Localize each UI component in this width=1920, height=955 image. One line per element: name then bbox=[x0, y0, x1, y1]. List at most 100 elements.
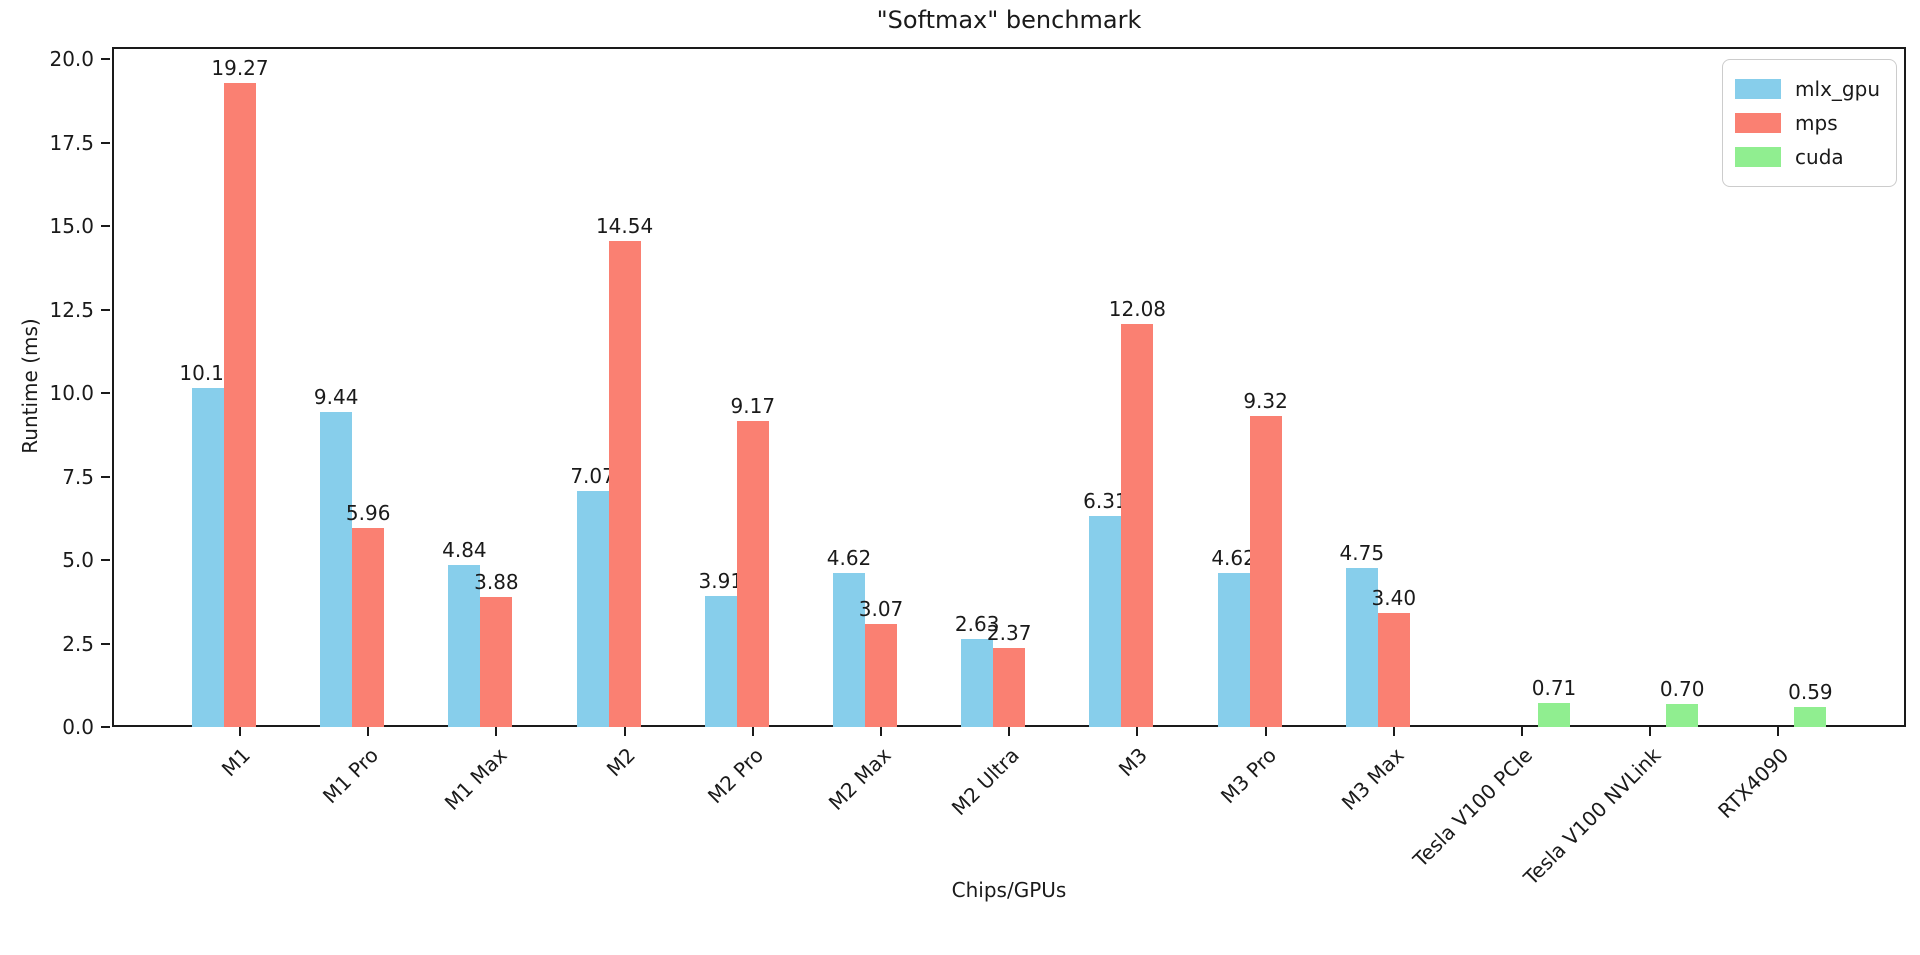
chart-title: "Softmax" benchmark bbox=[876, 6, 1142, 34]
y-tick-mark bbox=[101, 475, 110, 478]
bar-mps-M3 Max bbox=[1377, 613, 1410, 727]
x-tick-label: M3 bbox=[1114, 743, 1153, 782]
legend-item-mlx_gpu: mlx_gpu bbox=[1735, 72, 1880, 106]
legend-color-patch bbox=[1735, 79, 1782, 99]
x-tick-label: Tesla V100 PCIe bbox=[1408, 743, 1537, 872]
x-tick-mark bbox=[367, 727, 370, 736]
y-tick-mark bbox=[101, 726, 110, 728]
bar-cuda-Tesla V100 PCIe bbox=[1538, 703, 1570, 727]
bar-mps-M2 Max bbox=[865, 624, 897, 727]
legend-item-mps: mps bbox=[1735, 106, 1880, 140]
y-tick-label: 12.5 bbox=[49, 297, 94, 322]
bar-mlx_gpu-M3 Pro bbox=[1217, 572, 1250, 727]
y-tick-label: 20.0 bbox=[49, 47, 94, 72]
x-tick-mark bbox=[1264, 727, 1267, 736]
x-tick-label: M2 bbox=[601, 743, 640, 782]
bar-mps-M2 Ultra bbox=[993, 647, 1026, 727]
legend-label: mlx_gpu bbox=[1795, 77, 1880, 101]
bar-value-label: 3.91 bbox=[698, 569, 744, 594]
x-tick-mark bbox=[1649, 727, 1652, 736]
bar-value-label: 9.44 bbox=[313, 384, 359, 409]
bar-mlx_gpu-M2 Ultra bbox=[961, 639, 994, 727]
bar-value-label: 19.27 bbox=[211, 56, 269, 81]
legend-color-patch bbox=[1735, 113, 1782, 133]
bar-value-label: 2.63 bbox=[954, 612, 1000, 637]
bar-mps-M1 bbox=[224, 83, 256, 727]
x-tick-mark bbox=[1392, 727, 1395, 736]
x-tick-label: Tesla V100 NVLink bbox=[1518, 743, 1666, 890]
bar-cuda-Tesla V100 NVLink bbox=[1666, 703, 1699, 727]
x-tick-mark bbox=[751, 727, 754, 736]
bar-mlx_gpu-M2 bbox=[576, 490, 609, 727]
x-tick-label: M1 Pro bbox=[318, 743, 384, 809]
legend-color-patch bbox=[1735, 147, 1782, 167]
x-tick-mark bbox=[239, 727, 241, 736]
y-tick-label: 5.0 bbox=[62, 548, 94, 572]
y-tick-mark bbox=[101, 225, 110, 228]
plot-area bbox=[112, 47, 1906, 727]
y-tick-mark bbox=[101, 642, 110, 645]
y-tick-label: 15.0 bbox=[49, 214, 94, 239]
x-tick-label: RTX4090 bbox=[1713, 743, 1794, 824]
x-tick-label: M1 bbox=[216, 743, 255, 782]
bar-value-label: 3.88 bbox=[474, 570, 519, 595]
x-tick-label: M3 Pro bbox=[1215, 743, 1281, 809]
bar-mps-M2 Pro bbox=[736, 420, 769, 727]
y-tick-mark bbox=[101, 141, 110, 144]
bar-cuda-RTX4090 bbox=[1794, 707, 1827, 727]
bar-mlx_gpu-M1 Pro bbox=[320, 411, 353, 727]
bar-value-label: 5.96 bbox=[345, 500, 391, 525]
y-tick-mark bbox=[101, 58, 110, 61]
bar-mlx_gpu-M3 Max bbox=[1345, 568, 1378, 727]
x-tick-label: M1 Max bbox=[439, 743, 512, 815]
bar-value-label: 4.84 bbox=[442, 538, 487, 563]
bar-mlx_gpu-M1 Max bbox=[448, 565, 481, 727]
x-tick-mark bbox=[1136, 727, 1139, 736]
bar-value-label: 0.70 bbox=[1659, 676, 1705, 701]
x-tick-mark bbox=[1008, 727, 1011, 736]
bar-value-label: 4.62 bbox=[826, 545, 872, 570]
x-tick-label: M2 Pro bbox=[702, 743, 768, 809]
bar-mps-M1 Pro bbox=[352, 527, 385, 727]
bar-value-label: 3.07 bbox=[858, 597, 904, 622]
x-tick-mark bbox=[1521, 727, 1523, 736]
x-tick-mark bbox=[1777, 727, 1780, 736]
bar-value-label: 9.17 bbox=[730, 393, 776, 418]
y-tick-label: 17.5 bbox=[49, 130, 94, 155]
bar-mlx_gpu-M2 Max bbox=[833, 572, 865, 727]
y-tick-label: 2.5 bbox=[62, 631, 94, 656]
legend-label: cuda bbox=[1795, 145, 1844, 169]
legend-label: mps bbox=[1795, 111, 1838, 135]
y-tick-label: 0.0 bbox=[62, 715, 94, 739]
bar-mps-M1 Max bbox=[480, 597, 513, 727]
bar-value-label: 2.37 bbox=[986, 620, 1032, 645]
bar-value-label: 4.75 bbox=[1339, 541, 1385, 566]
x-axis-label: Chips/GPUs bbox=[951, 878, 1067, 902]
y-tick-mark bbox=[101, 308, 110, 311]
x-tick-label: M2 Ultra bbox=[947, 743, 1025, 820]
bar-value-label: 3.40 bbox=[1371, 586, 1417, 611]
bar-value-label: 0.59 bbox=[1788, 680, 1833, 705]
legend-item-cuda: cuda bbox=[1735, 140, 1880, 174]
bar-value-label: 0.71 bbox=[1531, 676, 1577, 701]
y-tick-label: 7.5 bbox=[62, 464, 94, 489]
bar-mlx_gpu-M2 Pro bbox=[704, 596, 737, 727]
bar-mlx_gpu-M1 bbox=[192, 388, 224, 727]
bar-value-label: 6.31 bbox=[1083, 489, 1128, 514]
x-tick-mark bbox=[880, 727, 882, 736]
bar-value-label: 9.32 bbox=[1243, 388, 1288, 413]
y-tick-mark bbox=[101, 392, 110, 394]
x-tick-label: M2 Max bbox=[824, 743, 896, 815]
bar-mps-M3 Pro bbox=[1249, 415, 1282, 727]
bar-value-label: 7.07 bbox=[570, 463, 615, 488]
bar-value-label: 14.54 bbox=[595, 214, 654, 239]
bar-value-label: 12.08 bbox=[1108, 296, 1167, 321]
x-tick-label: M3 Max bbox=[1336, 743, 1409, 815]
bar-mlx_gpu-M3 bbox=[1089, 516, 1122, 727]
bar-mps-M2 bbox=[608, 241, 641, 727]
y-tick-label: 10.0 bbox=[49, 381, 94, 405]
y-tick-mark bbox=[101, 559, 110, 561]
x-tick-mark bbox=[623, 727, 626, 736]
